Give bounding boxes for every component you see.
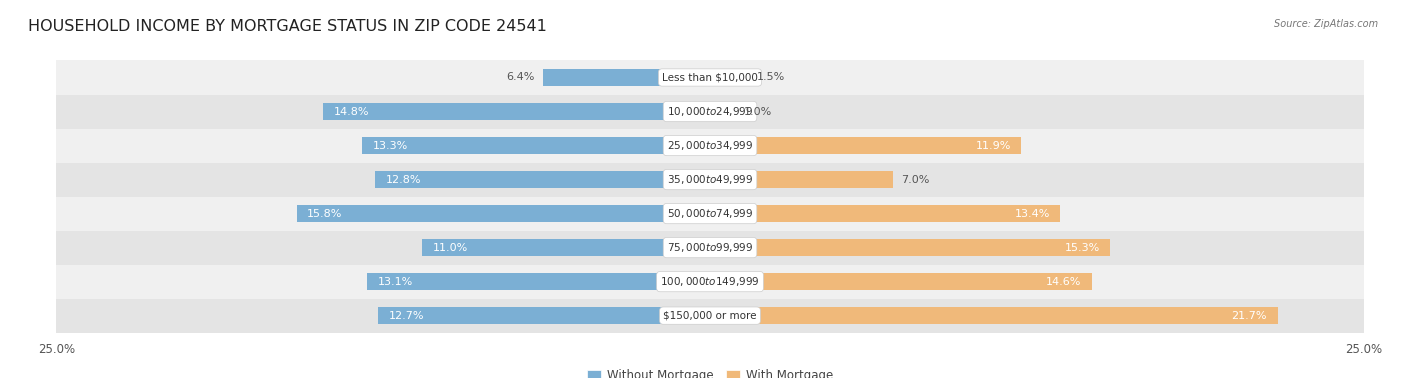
Bar [378,307,710,324]
Bar [710,273,1092,290]
Text: 14.6%: 14.6% [1046,277,1081,287]
Text: $150,000 or more: $150,000 or more [664,311,756,321]
Text: 12.8%: 12.8% [385,175,422,184]
Text: 21.7%: 21.7% [1232,311,1267,321]
Bar [297,205,710,222]
Bar [710,69,749,86]
Text: 13.1%: 13.1% [378,277,413,287]
Bar [710,307,1278,324]
Text: 15.8%: 15.8% [308,209,343,218]
Bar [367,273,710,290]
Text: 14.8%: 14.8% [333,107,368,116]
Bar [375,171,710,188]
Bar [56,231,1364,265]
Text: 11.9%: 11.9% [976,141,1011,150]
Text: $50,000 to $74,999: $50,000 to $74,999 [666,207,754,220]
Text: 11.0%: 11.0% [433,243,468,253]
Text: 15.3%: 15.3% [1064,243,1099,253]
Bar [56,197,1364,231]
Text: $75,000 to $99,999: $75,000 to $99,999 [666,241,754,254]
Bar [710,137,1021,154]
Text: $25,000 to $34,999: $25,000 to $34,999 [666,139,754,152]
Bar [56,265,1364,299]
Bar [56,60,1364,94]
Bar [710,103,737,120]
Bar [56,163,1364,197]
Bar [422,239,710,256]
Legend: Without Mortgage, With Mortgage: Without Mortgage, With Mortgage [582,364,838,378]
Bar [710,171,893,188]
Bar [323,103,710,120]
Text: 7.0%: 7.0% [901,175,929,184]
Text: Source: ZipAtlas.com: Source: ZipAtlas.com [1274,19,1378,29]
Text: 13.3%: 13.3% [373,141,408,150]
Text: HOUSEHOLD INCOME BY MORTGAGE STATUS IN ZIP CODE 24541: HOUSEHOLD INCOME BY MORTGAGE STATUS IN Z… [28,19,547,34]
Bar [543,69,710,86]
Bar [363,137,710,154]
Text: Less than $10,000: Less than $10,000 [662,73,758,82]
Text: $35,000 to $49,999: $35,000 to $49,999 [666,173,754,186]
Text: 13.4%: 13.4% [1015,209,1050,218]
Bar [56,129,1364,163]
Text: 6.4%: 6.4% [506,73,534,82]
Text: 1.5%: 1.5% [756,73,786,82]
Bar [710,205,1060,222]
Text: $10,000 to $24,999: $10,000 to $24,999 [666,105,754,118]
Bar [56,299,1364,333]
Bar [56,94,1364,129]
Text: $100,000 to $149,999: $100,000 to $149,999 [661,275,759,288]
Text: 12.7%: 12.7% [388,311,423,321]
Text: 1.0%: 1.0% [744,107,772,116]
Bar [710,239,1111,256]
